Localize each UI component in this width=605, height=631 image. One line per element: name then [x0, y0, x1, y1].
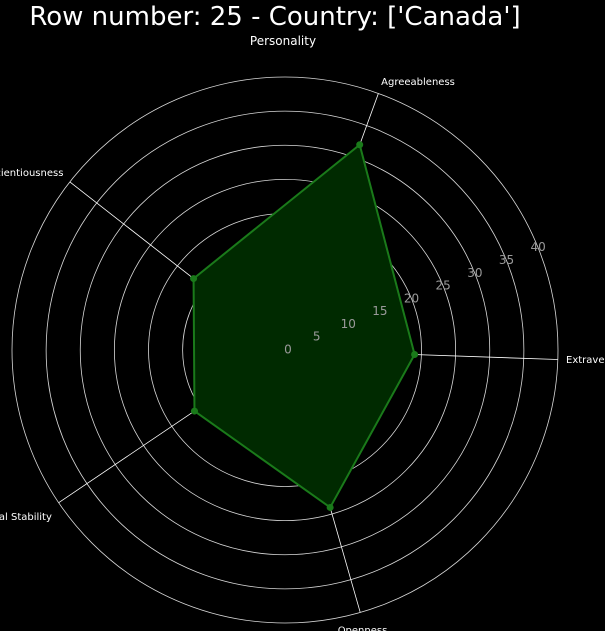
rtick-label-0: 0 — [284, 343, 292, 357]
grid-ring-30 — [79, 144, 491, 556]
axis-label-extraversion: Extraversion — [566, 355, 605, 366]
grid-ring-35 — [45, 110, 525, 590]
grid-ring-25 — [113, 178, 457, 522]
chart-subtitle: Personality — [250, 34, 316, 48]
series-area — [192, 143, 416, 509]
data-point-openness — [326, 503, 334, 511]
axis-label-agreeableness: Agreeableness — [381, 77, 455, 88]
axis-labels: Extraversion Agreeableness Conscientiousne… — [0, 77, 605, 631]
radial-tick-labels: 0 5 10 15 20 25 30 35 40 — [284, 240, 546, 356]
rtick-label-25: 25 — [436, 279, 451, 293]
axis-label-emotional-stability: Emotional Stability — [0, 512, 52, 523]
axis-label-openness: Openness — [338, 625, 388, 631]
data-point-agreeableness — [356, 141, 364, 149]
data-point-conscientiousness — [190, 275, 198, 283]
chart-title: Row number: 25 - Country: ['Canada'] — [29, 2, 521, 32]
data-point-extraversion — [411, 351, 419, 359]
axis-label-conscientiousness: Conscientiousness — [0, 168, 63, 179]
rtick-label-5: 5 — [313, 330, 321, 344]
series-group — [190, 141, 419, 511]
rtick-label-35: 35 — [499, 253, 514, 267]
grid-ring-40 — [11, 76, 559, 624]
data-point-emotional-stability — [190, 407, 198, 415]
rtick-label-30: 30 — [467, 266, 482, 280]
rtick-label-15: 15 — [372, 304, 387, 318]
rtick-label-20: 20 — [404, 291, 419, 305]
rtick-label-10: 10 — [341, 317, 356, 331]
rtick-label-40: 40 — [530, 240, 545, 254]
